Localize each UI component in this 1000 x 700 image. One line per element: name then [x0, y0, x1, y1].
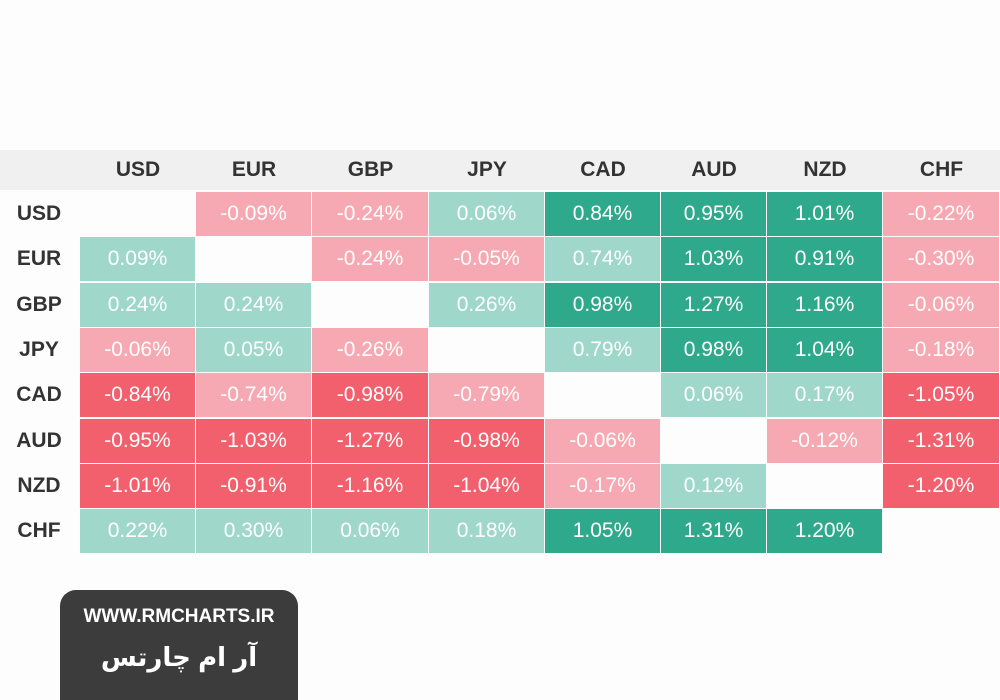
cell: -0.26% [312, 327, 428, 372]
cell: 0.17% [767, 373, 882, 418]
cell: -0.79% [429, 373, 544, 418]
cell: 0.06% [429, 192, 544, 236]
cell: -0.17% [545, 463, 660, 508]
cell: 0.18% [429, 509, 544, 554]
column-header: CAD [580, 158, 626, 181]
cell: -0.06% [883, 282, 999, 327]
cell: 0.22% [80, 509, 195, 554]
column-header: USD [115, 158, 161, 181]
cell: -0.95% [80, 418, 195, 463]
badge: WWW.RMCHARTS.IR آر ام چارتس [60, 590, 298, 700]
cell: -1.01% [80, 463, 195, 508]
badge-url: WWW.RMCHARTS.IR [83, 606, 275, 627]
column-header: EUR [231, 158, 277, 181]
cell: -0.12% [767, 418, 882, 463]
row-label: AUD [16, 428, 62, 452]
column-header: JPY [467, 158, 507, 181]
row-label: CHF [17, 519, 61, 543]
cell: -1.31% [883, 418, 999, 463]
cell: -0.09% [196, 192, 311, 236]
cell: 0.30% [196, 509, 311, 554]
cell: -1.27% [312, 418, 428, 463]
row-label: JPY [19, 337, 59, 361]
cell: 0.98% [661, 327, 766, 372]
cell: 0.09% [80, 237, 195, 282]
cell: -0.98% [429, 418, 544, 463]
row-label: NZD [17, 473, 61, 497]
cell: 1.05% [545, 509, 660, 554]
cell: -0.22% [883, 192, 999, 236]
cell: 0.98% [545, 282, 660, 327]
column-header: AUD [691, 158, 737, 181]
cell: -1.04% [429, 463, 544, 508]
cell: -0.06% [545, 418, 660, 463]
cell: 1.31% [661, 509, 766, 554]
row-label: EUR [16, 247, 62, 271]
cell: 0.24% [80, 282, 195, 327]
cell: 1.03% [661, 237, 766, 282]
header-row [0, 150, 1000, 190]
cell: 0.05% [196, 327, 311, 372]
cell: 1.01% [767, 192, 882, 236]
cell: -1.05% [883, 373, 999, 418]
cell: 0.26% [429, 282, 544, 327]
column-header: CHF [919, 158, 964, 181]
cell: -0.91% [196, 463, 311, 508]
cell: -1.16% [312, 463, 428, 508]
cell: -1.20% [883, 463, 999, 508]
cell: 0.91% [767, 237, 882, 282]
row-label: CAD [16, 383, 62, 407]
cell: -1.03% [196, 418, 311, 463]
cell: -0.06% [80, 327, 195, 372]
cell: 0.95% [661, 192, 766, 236]
cell: 1.20% [767, 509, 882, 554]
cell: 1.16% [767, 282, 882, 327]
cell: -0.18% [883, 327, 999, 372]
cell: 0.06% [312, 509, 428, 554]
cell: -0.30% [883, 237, 999, 282]
column-header: GBP [347, 158, 394, 181]
cell: -0.24% [312, 237, 428, 282]
cell: 0.74% [545, 237, 660, 282]
cell: 0.24% [196, 282, 311, 327]
row-label: USD [16, 202, 62, 225]
cell: 1.27% [661, 282, 766, 327]
column-header: NZD [803, 158, 847, 181]
cell: -0.24% [312, 192, 428, 236]
cell: 0.79% [545, 327, 660, 372]
cell: -0.05% [429, 237, 544, 282]
row-label: GBP [16, 292, 62, 316]
cell: -0.98% [312, 373, 428, 418]
cell: 1.04% [767, 327, 882, 372]
cell: 0.84% [545, 192, 660, 236]
cell: 0.06% [661, 373, 766, 418]
cell: 0.12% [661, 463, 766, 508]
cell: -0.74% [196, 373, 311, 418]
cell: -0.84% [80, 373, 195, 418]
badge-name: آر ام چارتس [100, 642, 258, 672]
